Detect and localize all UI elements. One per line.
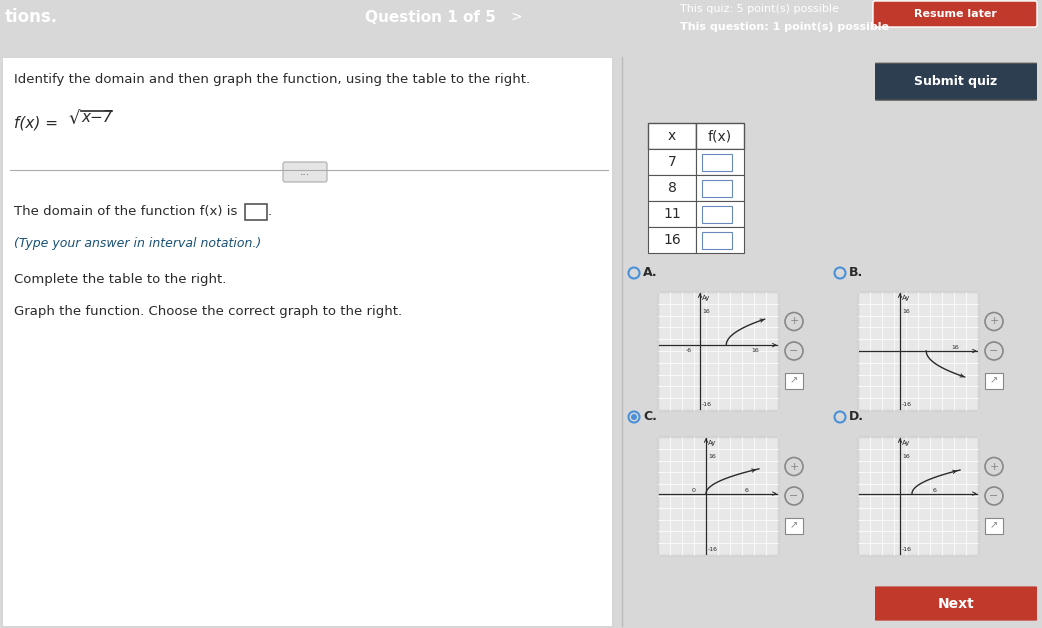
- Text: 16: 16: [708, 454, 716, 459]
- Text: 16: 16: [751, 348, 760, 353]
- Text: 16: 16: [663, 233, 680, 247]
- Text: +: +: [789, 317, 798, 327]
- Text: −: −: [989, 346, 998, 356]
- Bar: [658, 437, 778, 555]
- Text: 8: 8: [668, 181, 676, 195]
- Bar: [985, 372, 1003, 389]
- FancyBboxPatch shape: [870, 587, 1042, 620]
- Text: Ay: Ay: [702, 295, 711, 301]
- Text: 7: 7: [668, 155, 676, 169]
- Bar: [702, 180, 731, 197]
- Text: +: +: [989, 317, 998, 327]
- Bar: [245, 204, 267, 220]
- Text: Complete the table to the right.: Complete the table to the right.: [14, 273, 226, 286]
- Text: −: −: [789, 491, 798, 501]
- Bar: [702, 232, 731, 249]
- Text: √: √: [68, 110, 79, 128]
- Bar: [2, 57, 612, 626]
- Text: ↗: ↗: [990, 521, 998, 531]
- Bar: [648, 123, 696, 149]
- Text: Question 1 of 5: Question 1 of 5: [365, 9, 495, 24]
- Text: tions.: tions.: [5, 8, 58, 26]
- Bar: [702, 154, 731, 171]
- Text: This quiz: 5 point(s) possible: This quiz: 5 point(s) possible: [680, 4, 839, 14]
- Text: C.: C.: [643, 411, 656, 423]
- Text: x: x: [668, 129, 676, 143]
- Text: A.: A.: [643, 266, 658, 279]
- Text: Graph the function. Choose the correct graph to the right.: Graph the function. Choose the correct g…: [14, 305, 402, 318]
- Text: ...: ...: [300, 167, 311, 177]
- FancyBboxPatch shape: [283, 162, 327, 182]
- Bar: [785, 372, 803, 389]
- Text: 16: 16: [902, 309, 910, 314]
- Text: >: >: [510, 10, 522, 24]
- Text: Identify the domain and then graph the function, using the table to the right.: Identify the domain and then graph the f…: [14, 73, 530, 86]
- Text: Submit quiz: Submit quiz: [915, 75, 997, 88]
- Text: -16: -16: [902, 547, 912, 552]
- Text: ↗: ↗: [990, 376, 998, 386]
- Text: (Type your answer in interval notation.): (Type your answer in interval notation.): [14, 237, 262, 250]
- Text: 0: 0: [692, 487, 696, 492]
- Text: B.: B.: [849, 266, 863, 279]
- Text: 6: 6: [933, 487, 937, 492]
- Text: 6: 6: [744, 487, 748, 492]
- Bar: [648, 201, 696, 227]
- Text: -16: -16: [708, 547, 718, 552]
- Text: 16: 16: [951, 345, 960, 350]
- Text: x−7: x−7: [81, 110, 113, 125]
- Text: −: −: [989, 491, 998, 501]
- Text: -16: -16: [702, 402, 712, 407]
- Text: The domain of the function f(x) is: The domain of the function f(x) is: [14, 205, 238, 218]
- Bar: [696, 123, 744, 149]
- Text: 11: 11: [663, 207, 680, 221]
- Bar: [696, 227, 744, 253]
- Text: ↗: ↗: [790, 376, 798, 386]
- Text: D.: D.: [849, 411, 864, 423]
- Text: Resume later: Resume later: [914, 9, 996, 19]
- Bar: [648, 227, 696, 253]
- Bar: [648, 149, 696, 175]
- Text: .: .: [268, 205, 272, 218]
- Bar: [858, 437, 978, 555]
- Text: Ay: Ay: [708, 440, 717, 446]
- Bar: [785, 517, 803, 534]
- Text: ↗: ↗: [790, 521, 798, 531]
- Bar: [858, 292, 978, 410]
- FancyBboxPatch shape: [873, 1, 1037, 27]
- Bar: [696, 201, 744, 227]
- Circle shape: [631, 414, 637, 420]
- Text: -6: -6: [686, 348, 692, 353]
- Text: +: +: [989, 462, 998, 472]
- Bar: [696, 149, 744, 175]
- FancyBboxPatch shape: [870, 63, 1042, 100]
- Text: Ay: Ay: [902, 440, 911, 446]
- Text: −: −: [789, 346, 798, 356]
- Text: f(x): f(x): [708, 129, 733, 143]
- Text: -16: -16: [902, 402, 912, 407]
- Bar: [985, 517, 1003, 534]
- Text: 16: 16: [702, 309, 710, 314]
- Text: Next: Next: [938, 597, 974, 610]
- Text: This question: 1 point(s) possible: This question: 1 point(s) possible: [680, 22, 889, 32]
- Bar: [702, 206, 731, 223]
- Bar: [648, 175, 696, 201]
- Text: 16: 16: [902, 454, 910, 459]
- Text: f(x) =: f(x) =: [14, 115, 63, 130]
- Bar: [658, 292, 778, 410]
- Text: +: +: [789, 462, 798, 472]
- Text: Ay: Ay: [902, 295, 911, 301]
- Bar: [696, 175, 744, 201]
